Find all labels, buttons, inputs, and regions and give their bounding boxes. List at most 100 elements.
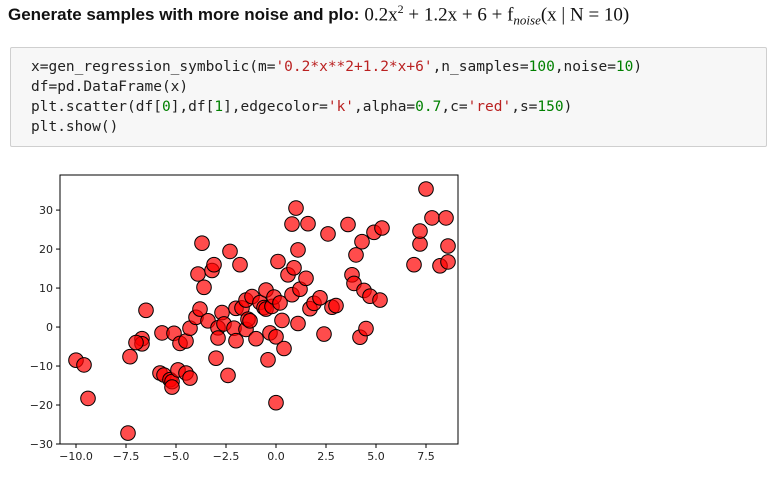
code-cell[interactable]: x=gen_regression_symbolic(m='0.2*x**2+1.…	[10, 47, 767, 147]
scatter-point	[80, 390, 96, 407]
scatter-point	[182, 370, 198, 386]
code-token: '0.2*x**2+1.2*x+6'	[275, 59, 433, 75]
code-token: ,c=	[441, 99, 468, 115]
scatter-point	[438, 210, 454, 226]
code-token: ,noise=	[554, 59, 616, 75]
formula-part-1: 0.2x	[364, 4, 398, 26]
code-token: x=gen_regression_symbolic(m=	[31, 59, 276, 75]
x-tick-label: −7.5	[113, 450, 140, 463]
scatter-point	[418, 181, 434, 197]
x-tick-label: 0.0	[267, 450, 285, 463]
scatter-point	[210, 330, 226, 346]
scatter-point	[406, 256, 422, 273]
x-tick-label: 7.5	[417, 450, 435, 463]
scatter-point	[320, 226, 336, 242]
formula-exponent: 2	[397, 2, 404, 16]
scatter-point	[260, 352, 276, 368]
code-token: 'red'	[467, 99, 512, 115]
scatter-point	[412, 223, 428, 239]
scatter-point	[286, 260, 302, 276]
scatter-point	[440, 238, 456, 254]
scatter-point	[120, 425, 136, 441]
scatter-plot: −10.0 −7.5 −5.0 −2.5 0.0 2.5 5.0 7.5 −30 −20 −10 0…	[30, 174, 459, 463]
scatter-point	[288, 200, 304, 216]
x-tick-label: 2.5	[317, 450, 335, 463]
code-token: 0	[161, 99, 171, 115]
code-token: df=pd.DataFrame(x)	[31, 79, 189, 95]
code-token: 'k'	[327, 99, 355, 115]
code-token: ],df[	[170, 99, 215, 115]
code-token: )	[633, 59, 643, 75]
scatter-point	[222, 243, 238, 260]
scatter-point	[248, 330, 264, 347]
scatter-point	[268, 394, 284, 411]
code-token: ],edgecolor=	[223, 99, 328, 115]
y-tick-label: 10	[39, 282, 53, 295]
formula-part-3: (x | N = 10)	[540, 4, 630, 26]
heading-text: Generate samples with more noise and plo…	[8, 5, 360, 25]
code-line: x=gen_regression_symbolic(m='0.2*x**2+1.…	[31, 57, 642, 77]
y-tick-label: −20	[30, 399, 53, 412]
scatter-point	[220, 367, 236, 384]
formula-part-2: + 1.2x + 6 + f	[403, 4, 514, 26]
y-tick-label: 0	[46, 321, 53, 334]
scatter-point	[424, 210, 440, 226]
code-token: 100	[528, 59, 555, 75]
scatter-point	[348, 247, 364, 263]
code-token: 10	[615, 59, 634, 75]
scatter-point	[374, 220, 390, 236]
scatter-point	[312, 290, 328, 306]
code-line: df=pd.DataFrame(x)	[31, 77, 642, 97]
scatter-point	[290, 315, 306, 332]
scatter-point	[316, 326, 332, 342]
scatter-point	[340, 216, 356, 233]
scatter-point	[300, 215, 316, 232]
plot-frame	[59, 174, 459, 445]
x-tick-label: −2.5	[213, 450, 240, 463]
scatter-point	[138, 302, 154, 319]
scatter-point	[128, 334, 144, 351]
x-tick-label: −10.0	[59, 450, 93, 463]
points-layer	[68, 181, 456, 441]
code-token: 0.7	[415, 99, 442, 115]
scatter-point	[208, 350, 224, 366]
code-token: ,alpha=	[354, 99, 416, 115]
scatter-point	[270, 253, 286, 270]
scatter-point	[358, 320, 374, 337]
code-editor[interactable]: x=gen_regression_symbolic(m='0.2*x**2+1.…	[31, 57, 642, 137]
x-tick-label: −5.0	[163, 450, 190, 463]
scatter-point	[328, 297, 344, 314]
scatter-point	[206, 256, 222, 273]
scatter-point	[284, 216, 300, 232]
y-tick-label: −30	[30, 438, 53, 451]
scatter-point	[164, 379, 180, 395]
scatter-point	[122, 348, 138, 365]
code-token: plt.scatter(df[	[31, 99, 162, 115]
scatter-point	[242, 313, 258, 329]
scatter-point	[298, 270, 314, 287]
scatter-point	[268, 329, 284, 345]
scatter-point	[290, 242, 306, 258]
y-tick-label: 20	[39, 243, 53, 256]
scatter-point	[354, 233, 370, 250]
scatter-point	[194, 235, 210, 251]
code-token: )	[563, 99, 573, 115]
code-token: plt.show()	[31, 119, 119, 135]
scatter-point	[274, 312, 290, 329]
scatter-point	[76, 357, 92, 373]
markdown-heading: Generate samples with more noise and plo…	[8, 2, 629, 30]
scatter-point	[192, 301, 208, 317]
y-axis-ticks: −30 −20 −10 0 10 20 30	[30, 204, 60, 451]
scatter-point	[440, 254, 456, 270]
code-line: plt.scatter(df[0],df[1],edgecolor='k',al…	[31, 97, 642, 117]
formula: 0.2x2 + 1.2x + 6 + fnoise(x | N = 10)	[364, 2, 629, 28]
formula-subscript: noise	[513, 12, 541, 28]
y-tick-label: −10	[30, 360, 53, 373]
y-tick-label: 30	[39, 204, 53, 217]
code-token: ,s=	[511, 99, 538, 115]
code-token: ,n_samples=	[432, 59, 529, 75]
scatter-point	[272, 295, 288, 311]
scatter-point	[232, 256, 248, 273]
scatter-point	[276, 340, 292, 357]
scatter-point	[190, 266, 206, 282]
